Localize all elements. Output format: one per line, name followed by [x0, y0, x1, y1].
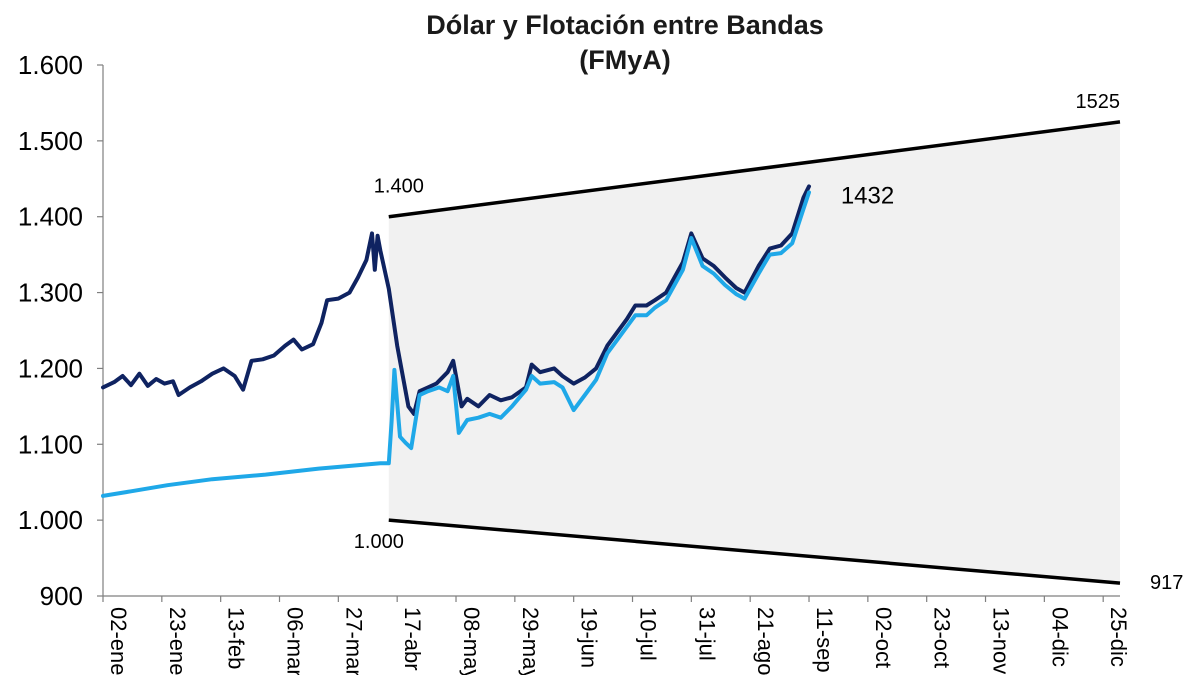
x-tick-label: 11-sep	[812, 607, 837, 673]
x-tick-label: 29-may	[518, 607, 543, 675]
series-line-dark	[101, 184, 811, 416]
x-tick-label: 13-feb	[224, 607, 249, 669]
series-line-light	[101, 190, 811, 498]
x-tick-label: 25-dic	[1106, 607, 1131, 667]
x-tick-label: 23-oct	[930, 607, 955, 668]
x-tick-label: 21-ago	[753, 607, 778, 675]
annotation-label: 1525	[1076, 91, 1121, 113]
x-tick-label: 23-ene	[165, 607, 190, 675]
x-tick-label: 02-oct	[871, 607, 896, 668]
x-tick-label: 17-abr	[400, 607, 425, 671]
x-tick-label: 19-jun	[577, 607, 602, 668]
x-tick-label: 02-ene	[106, 607, 131, 675]
y-tick-label: 1.400	[18, 202, 83, 232]
x-tick-label: 13-nov	[989, 607, 1014, 674]
chart-title: Dólar y Flotación entre Bandas	[426, 10, 824, 40]
annotation-label: 1.000	[354, 531, 404, 553]
x-tick-label: 08-may	[459, 607, 484, 675]
y-tick-label: 1.500	[18, 126, 83, 156]
lower-band-line	[388, 518, 1121, 585]
x-tick-label: 27-mar	[341, 607, 366, 675]
annotation-label: 1432	[841, 182, 894, 209]
y-tick-label: 1.100	[18, 429, 83, 459]
x-tick-label: 31-jul	[694, 607, 719, 661]
y-tick-label: 900	[40, 581, 83, 611]
x-tick-label: 04-dic	[1047, 607, 1072, 667]
chart-subtitle: (FMyA)	[579, 45, 671, 75]
x-tick-label: 10-jul	[636, 607, 661, 661]
x-tick-label: 06-mar	[283, 607, 308, 675]
y-tick-label: 1.000	[18, 505, 83, 535]
y-tick-label: 1.300	[18, 278, 83, 308]
annotation-label: 1.400	[374, 176, 424, 198]
annotation-label: 917	[1150, 572, 1183, 594]
y-tick-label: 1.600	[18, 50, 83, 80]
y-tick-label: 1.200	[18, 353, 83, 383]
upper-band-line	[388, 120, 1121, 219]
band-fill	[388, 121, 1121, 584]
